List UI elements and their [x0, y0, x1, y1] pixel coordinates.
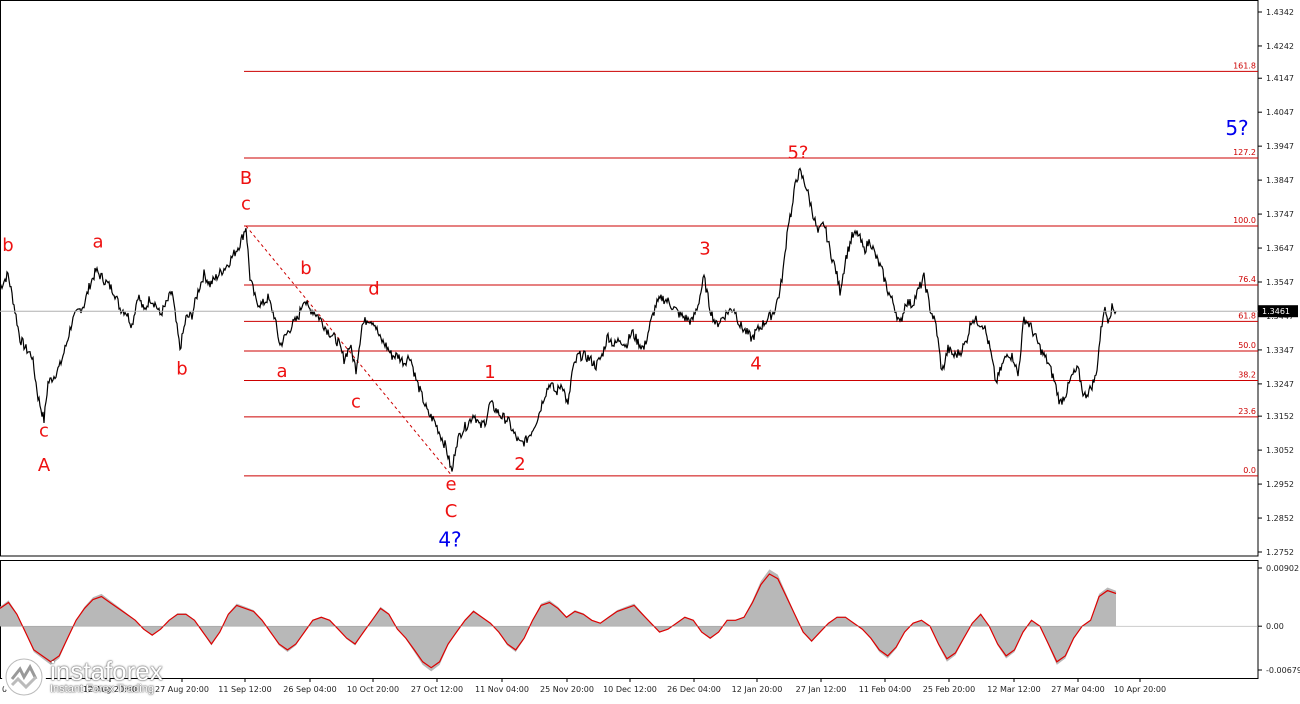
wave-label: b [2, 235, 13, 256]
y-tick-label: 1.4147 [1266, 74, 1294, 83]
logo-text-block: instaforex Instant Forex Trading [50, 656, 163, 695]
wave-label: d [368, 279, 379, 300]
x-tick-label: 26 Dec 04:00 [667, 685, 721, 694]
wave-label: 3 [699, 238, 710, 259]
wave-label: 5? [1225, 116, 1248, 140]
y-tick-label: 1.4342 [1266, 8, 1294, 17]
x-tick-label: 10 Apr 20:00 [1114, 685, 1166, 694]
fib-level-label: 61.8 [1238, 311, 1256, 320]
x-tick-label: 10 Oct 20:00 [347, 685, 399, 694]
x-tick-label: 10 Dec 12:00 [603, 685, 657, 694]
fib-level-label: 100.0 [1233, 216, 1256, 225]
y-tick-label: 1.4047 [1266, 108, 1294, 117]
x-tick-label: 11 Nov 04:00 [475, 685, 529, 694]
current-price-label: 1.3461 [1262, 307, 1290, 316]
y-tick-label: 1.3847 [1266, 176, 1294, 185]
fib-level-label: 38.2 [1238, 370, 1256, 379]
x-tick-label: 25 Feb 20:00 [923, 685, 975, 694]
y-tick-label: 1.3647 [1266, 244, 1294, 253]
fib-level-label: 23.6 [1238, 407, 1256, 416]
x-tick-label: 27 Oct 12:00 [411, 685, 463, 694]
wave-label: 5? [787, 143, 808, 164]
x-tick-label: 25 Nov 20:00 [540, 685, 594, 694]
x-tick-label: 27 Aug 20:00 [155, 685, 209, 694]
x-tick-label: 11 Sep 12:00 [218, 685, 271, 694]
fib-level-label: 161.8 [1233, 61, 1256, 70]
x-tick-label: 26 Sep 04:00 [283, 685, 336, 694]
price-panel-frame [0, 0, 1259, 557]
price-series-line [0, 167, 1117, 472]
y-tick-label: 1.3247 [1266, 380, 1294, 389]
y-tick-label: 1.3052 [1266, 446, 1294, 455]
y-tick-label: 1.2952 [1266, 480, 1294, 489]
wave-label: 4 [750, 353, 761, 374]
fib-level-label: 50.0 [1238, 341, 1256, 350]
y-tick-label: 1.4242 [1266, 42, 1294, 51]
y-tick-label: 1.3547 [1266, 278, 1294, 287]
logo-brand-name: instaforex [50, 656, 163, 686]
instaforex-logo-mark-icon [2, 655, 46, 699]
fib-level-label: 0.0 [1243, 466, 1256, 475]
wave-label: B [240, 168, 252, 189]
y-tick-label: 1.3347 [1266, 346, 1294, 355]
fib-level-label: 127.2 [1233, 148, 1256, 157]
wave-label: e [445, 474, 456, 495]
y-tick-label: 1.2852 [1266, 514, 1294, 523]
x-tick-label: 27 Jan 12:00 [796, 685, 847, 694]
y-tick-label: 1.2752 [1266, 548, 1294, 557]
y-tick-label: 1.3747 [1266, 210, 1294, 219]
oscillator-histogram [0, 569, 1116, 672]
y-tick-label: 1.3947 [1266, 142, 1294, 151]
fib-level-label: 76.4 [1238, 275, 1256, 284]
wave-label: a [92, 232, 103, 253]
wave-label: A [38, 455, 51, 476]
wave-label: b [176, 358, 187, 379]
wave-label: 4? [438, 528, 461, 552]
wave-label: a [276, 361, 287, 382]
wave-label: c [241, 194, 251, 215]
wave-label: C [445, 501, 458, 522]
wave-label: 1 [484, 362, 495, 383]
osc-tick-label: 0.00902 [1266, 564, 1299, 573]
x-tick-label: 11 Feb 04:00 [859, 685, 911, 694]
wave-label: b [300, 258, 311, 279]
wave-label: 2 [514, 454, 525, 475]
wave-label: c [39, 421, 49, 442]
y-tick-label: 1.3152 [1266, 412, 1294, 421]
instaforex-logo: instaforex Instant Forex Trading [2, 655, 178, 699]
osc-tick-label: -0.00679 [1266, 666, 1300, 675]
current-price-box [1258, 305, 1298, 318]
wave-label: c [351, 391, 361, 412]
osc-tick-label: 0.00 [1266, 622, 1284, 631]
x-tick-label: 12 Jan 20:00 [732, 685, 783, 694]
x-tick-label: 12 Mar 12:00 [987, 685, 1040, 694]
x-tick-label: 27 Mar 04:00 [1051, 685, 1104, 694]
logo-tagline: Instant Forex Trading [50, 683, 154, 695]
x-tick-label: 12 Aug 20:00 [83, 685, 137, 694]
